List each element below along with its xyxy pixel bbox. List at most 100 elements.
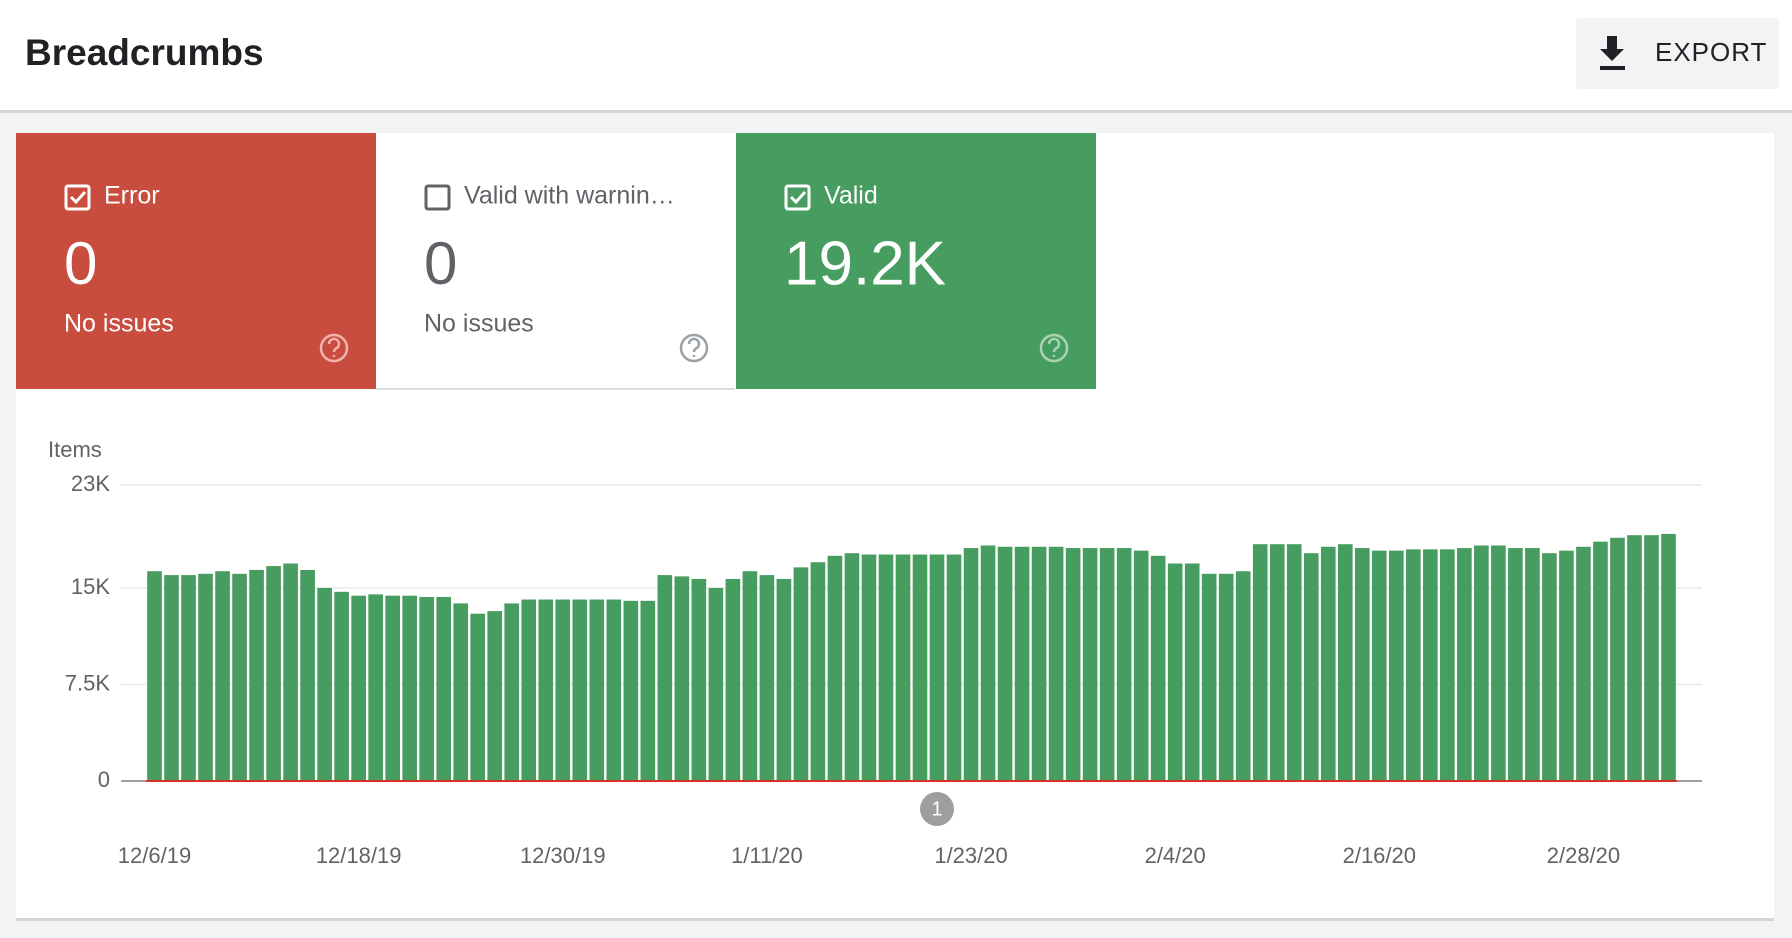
bar [334,591,349,781]
bar [266,566,281,781]
bar [351,595,366,781]
page-title: Breadcrumbs [25,32,264,73]
annotation-marker[interactable] [920,792,954,826]
bar [487,611,503,781]
bar [1661,533,1676,781]
bar [521,599,537,781]
bar [181,575,196,781]
bar [1167,563,1183,781]
checkbox[interactable] [424,184,451,211]
bar [555,599,571,781]
bar [317,587,332,781]
bar [1065,548,1081,781]
bar [1320,546,1336,781]
bar [946,554,962,781]
bar [1099,548,1115,781]
checkmark [69,190,87,205]
bar [1133,550,1149,781]
bar [198,573,213,781]
x-tick-label: 12/6/19 [118,843,191,868]
card-label: Error [104,182,160,210]
bar [861,554,877,781]
valid-card[interactable]: Valid 19.2K [736,133,1096,389]
bar [895,554,911,781]
bar [997,546,1013,781]
bar [1610,537,1625,781]
x-tick-label: 2/28/20 [1547,843,1620,868]
annotation-label: 1 [931,798,942,820]
export-button[interactable]: EXPORT [1576,18,1779,89]
bar [674,576,690,781]
bar [470,613,486,781]
bar [759,575,775,781]
bar [1576,546,1591,781]
bar [1184,563,1200,781]
card-bg[interactable] [376,133,735,389]
x-tick-label: 12/18/19 [316,843,402,868]
bar [1644,535,1659,781]
warning-card[interactable]: Valid with warnin… 0 No issues [376,133,735,390]
card-label: Valid [824,182,878,210]
checkbox[interactable] [784,184,811,211]
bar [215,571,230,781]
bar [776,578,792,781]
bar [1048,546,1064,781]
help-icon[interactable] [1039,333,1069,363]
bar [1389,550,1404,781]
bar [844,553,860,781]
bar [249,569,264,781]
card-bg[interactable] [736,133,1096,389]
checkmark [789,190,807,205]
header-shadow [0,110,1792,113]
bar [810,562,826,781]
bar [1235,571,1251,781]
bar [504,603,520,781]
bar [1542,553,1557,781]
bar [1354,548,1370,781]
card-bg[interactable] [16,133,376,389]
export-label[interactable]: EXPORT [1655,37,1767,67]
export-button-bg[interactable] [1576,18,1779,89]
bar [980,545,996,781]
bar [929,554,945,781]
card-note: No issues [424,310,534,338]
bar [1491,545,1506,781]
annotation[interactable]: 1 [920,792,954,826]
bar [164,575,179,781]
help-glyph [327,337,341,357]
bar [1457,548,1472,781]
bar [1116,548,1132,781]
bar [1525,548,1540,781]
bar [1371,550,1387,781]
bar [1337,544,1353,781]
bar [1082,548,1098,781]
bar [436,596,452,781]
bar [827,555,843,781]
x-tick-label: 2/4/20 [1145,843,1206,868]
download-icon[interactable] [1600,36,1625,70]
bar [793,567,809,781]
x-tick-label: 12/30/19 [520,843,606,868]
x-tick-label: 2/16/20 [1343,843,1416,868]
bar [368,594,383,781]
bar [1559,550,1574,781]
bar [1150,555,1166,781]
plot: 0 7.5K 15K 23K 12/6/19 12/18/19 12/30/19 1/11/2… [65,471,1702,868]
error-card[interactable]: Error 0 No issues [16,133,376,389]
y-tick-label: 0 [98,767,110,792]
help-icon[interactable] [319,333,349,363]
bar [1201,573,1217,781]
checkbox[interactable] [64,184,91,211]
bar [742,571,758,781]
help-icon[interactable] [679,333,709,363]
bar [878,554,894,781]
x-tick-label: 1/11/20 [731,843,803,868]
card-value: 0 [424,230,457,297]
bar [1423,549,1438,781]
card-value: 0 [64,230,97,297]
bar [453,603,469,781]
bar [402,595,417,781]
bar [283,563,298,781]
